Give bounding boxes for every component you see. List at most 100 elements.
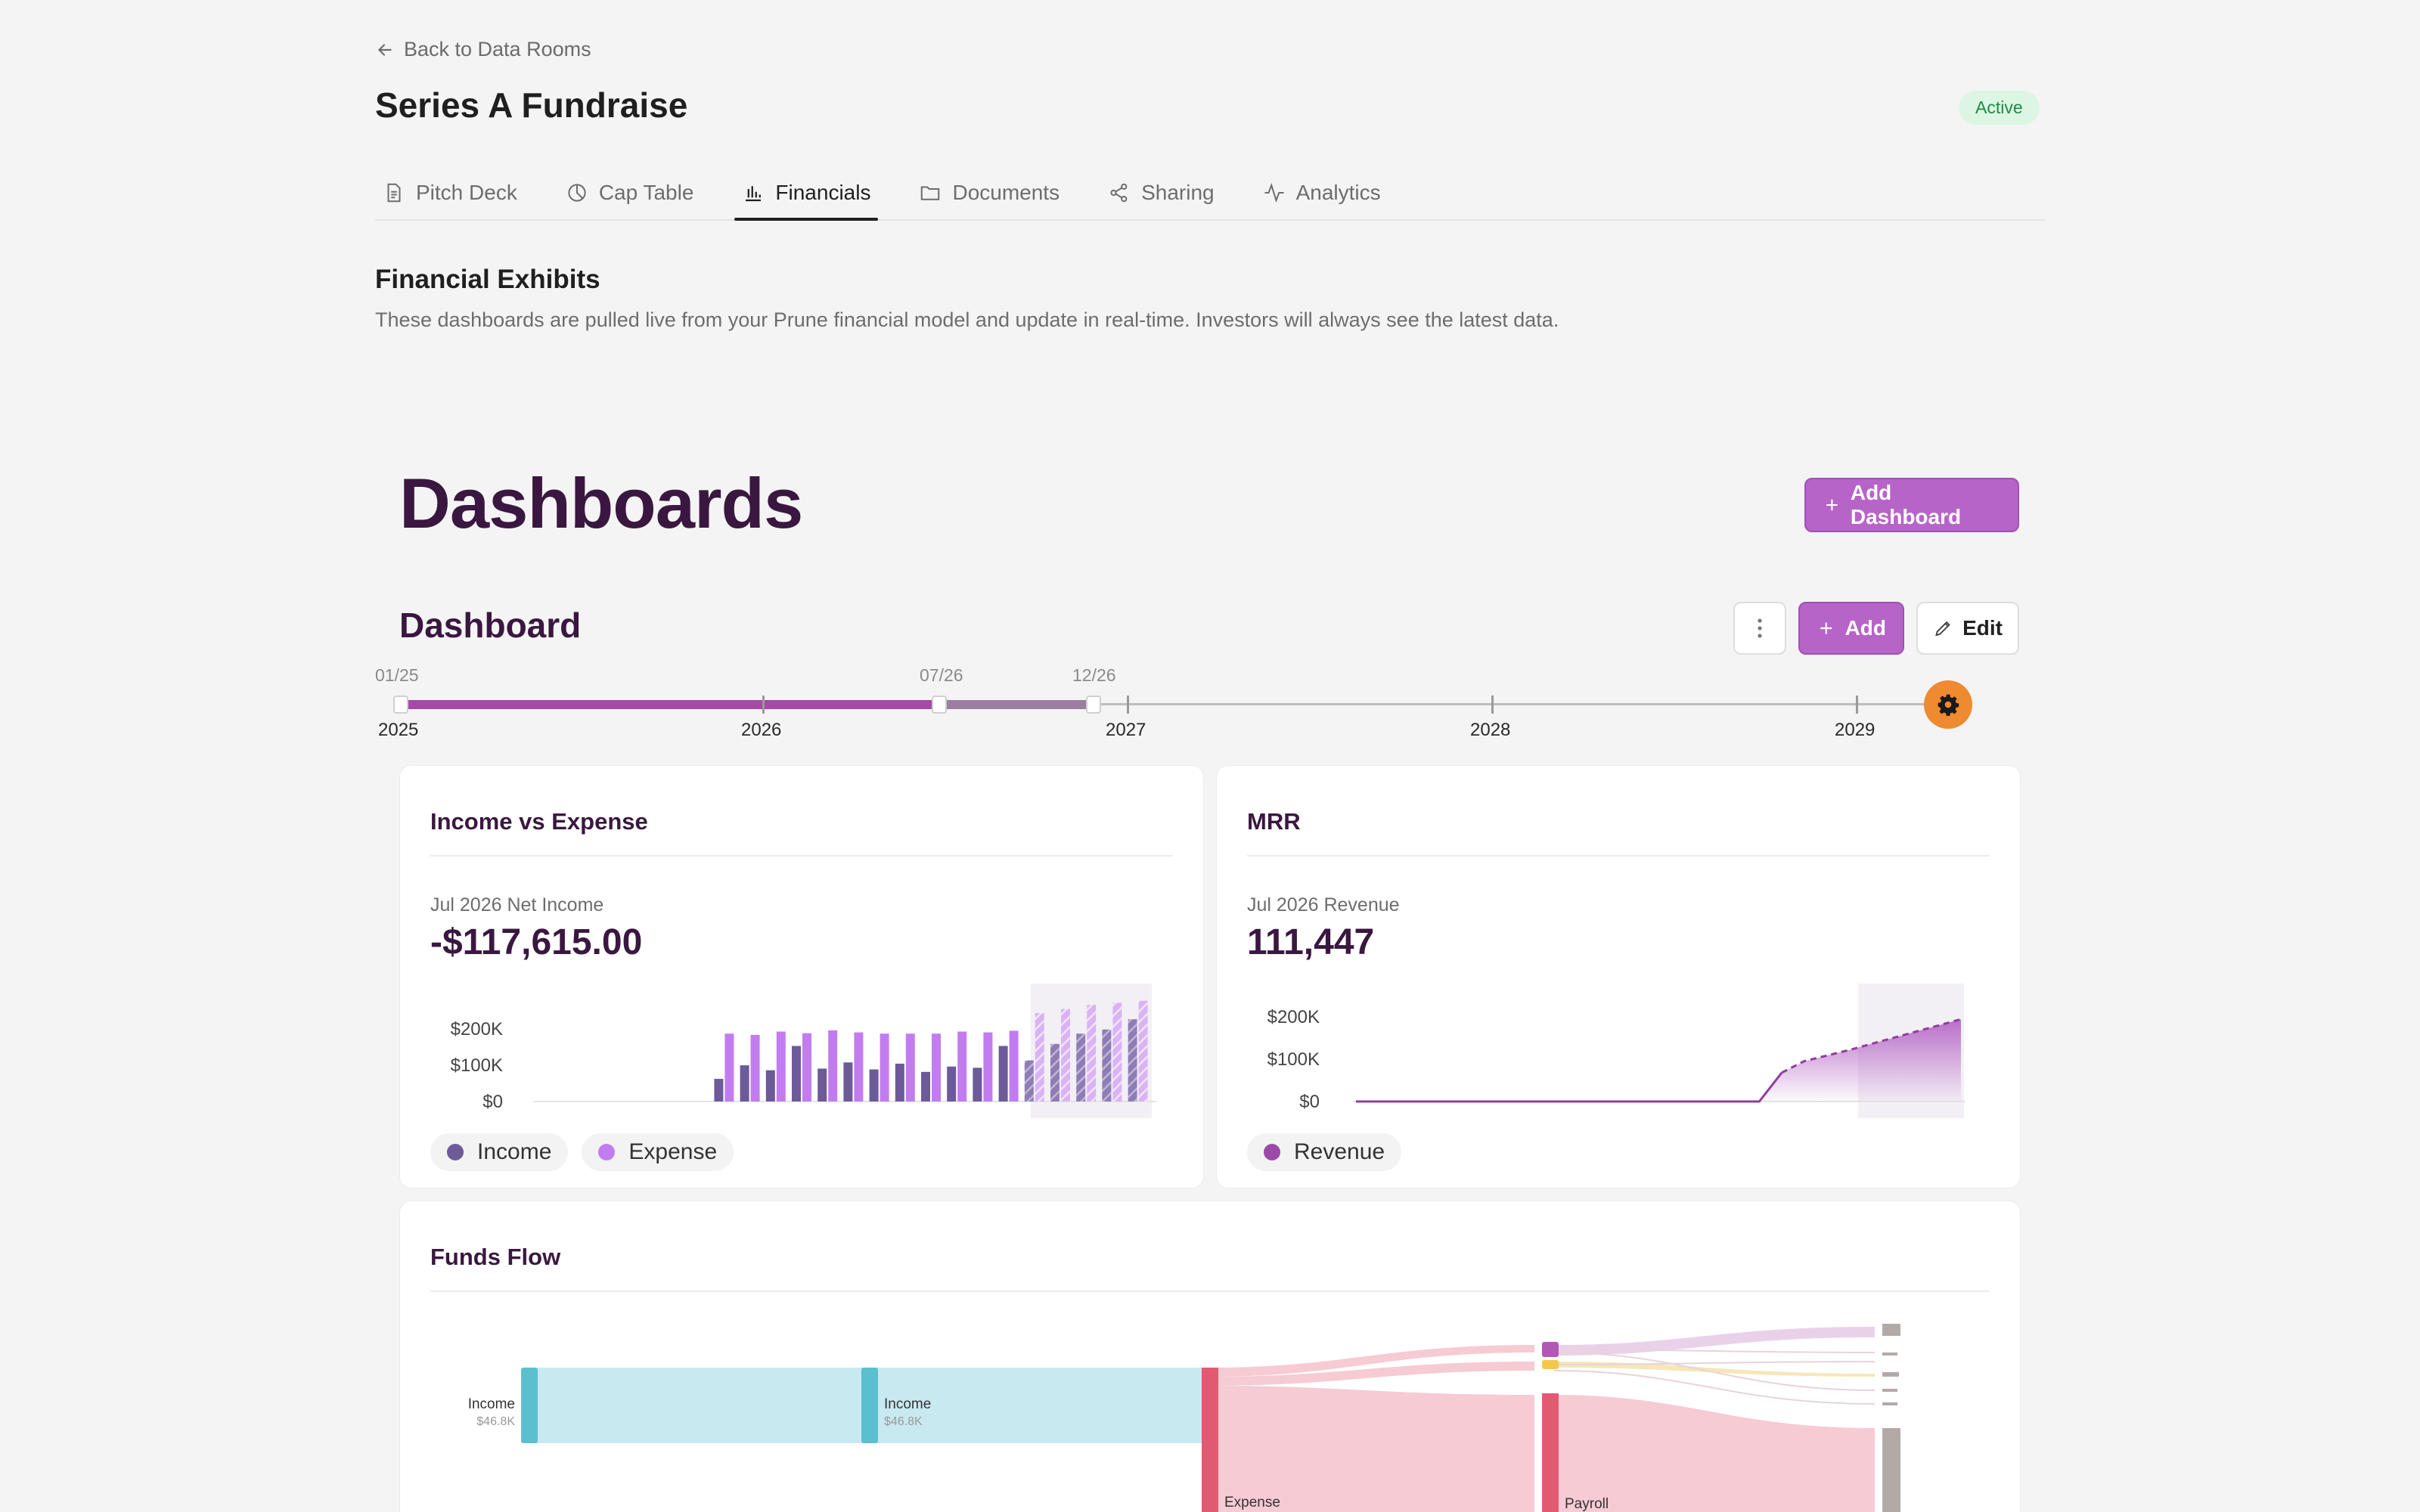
expense-bar[interactable] — [905, 1033, 915, 1101]
expense-bar[interactable] — [957, 1031, 967, 1101]
edit-label: Edit — [1962, 616, 2003, 640]
flow-node[interactable] — [1542, 1360, 1559, 1369]
expense-bar[interactable] — [1061, 1009, 1070, 1101]
timeline-end-handle[interactable] — [1086, 696, 1101, 714]
income-bar[interactable] — [895, 1063, 904, 1101]
expense-bar[interactable] — [932, 1033, 941, 1101]
expense-bar[interactable] — [802, 1033, 811, 1101]
expense-bar[interactable] — [880, 1033, 889, 1101]
divider — [430, 855, 1173, 857]
edit-dashboard-button[interactable]: Edit — [1916, 602, 2019, 655]
bar-chart-icon — [746, 186, 762, 202]
flow-node-expense[interactable] — [1202, 1368, 1218, 1512]
income-bar[interactable] — [1102, 1029, 1112, 1101]
flow-node-income-2[interactable] — [861, 1368, 878, 1443]
timeline-tick — [1127, 696, 1129, 714]
flow-node-payroll[interactable] — [1542, 1393, 1559, 1512]
timeline-actual-range — [405, 700, 939, 709]
expense-bar[interactable] — [983, 1032, 993, 1101]
timeline-track[interactable] — [399, 703, 1950, 705]
metric-value: 111,447 — [1247, 922, 1375, 962]
expense-bar[interactable] — [724, 1033, 734, 1101]
flow-node-label: Income — [468, 1396, 515, 1412]
legend-dot — [1264, 1144, 1280, 1160]
legend-item-revenue[interactable]: Revenue — [1247, 1133, 1402, 1171]
flow-node[interactable] — [1542, 1342, 1559, 1357]
revenue-forecast-line — [1781, 1018, 1962, 1074]
page-title: Series A Fundraise — [375, 85, 688, 125]
legend-item-income[interactable]: Income — [430, 1133, 569, 1171]
add-dashboard-button[interactable]: Add Dashboard — [1804, 478, 2019, 532]
back-to-data-rooms-link[interactable]: Back to Data Rooms — [375, 38, 591, 61]
share-icon — [1110, 183, 1128, 203]
income-bar[interactable] — [818, 1068, 827, 1101]
flow-link — [1553, 1370, 1876, 1405]
pencil-icon — [1935, 621, 1950, 637]
expense-bar[interactable] — [1035, 1013, 1044, 1101]
flow-node — [1882, 1372, 1899, 1377]
income-bar[interactable] — [1076, 1033, 1086, 1101]
tab-label: Documents — [952, 181, 1060, 204]
arrow-left-icon — [378, 43, 392, 56]
income-bar[interactable] — [921, 1071, 930, 1101]
expense-bar[interactable] — [1138, 1000, 1148, 1101]
expense-bar[interactable] — [1112, 1002, 1122, 1101]
date-range-timeline: 01/25 07/26 12/26 2025 2026 2027 2028 20… — [375, 662, 2024, 753]
expense-bar[interactable] — [828, 1030, 838, 1101]
timeline-settings-button[interactable] — [1924, 680, 1972, 729]
income-bar[interactable] — [843, 1062, 853, 1101]
timeline-tick — [762, 696, 765, 714]
income-bar[interactable] — [1128, 1019, 1137, 1101]
income-bar[interactable] — [1024, 1060, 1034, 1101]
tab-pitch-deck[interactable]: Pitch Deck — [375, 166, 525, 219]
revenue-area — [1356, 1019, 1961, 1101]
flow-node-income[interactable] — [521, 1368, 538, 1443]
flow-node — [1882, 1352, 1897, 1356]
timeline-tick — [1856, 696, 1858, 714]
tab-documents[interactable]: Documents — [911, 166, 1067, 219]
tab-label: Financials — [775, 181, 871, 204]
expense-bar[interactable] — [776, 1031, 786, 1101]
income-bar[interactable] — [792, 1046, 801, 1101]
divider — [430, 1290, 1990, 1292]
tab-sharing[interactable]: Sharing — [1100, 166, 1222, 219]
income-bar[interactable] — [1050, 1043, 1060, 1101]
flow-link — [1553, 1361, 1876, 1365]
flow-link — [1553, 1349, 1876, 1353]
timeline-tick — [1491, 696, 1494, 714]
tab-label: Cap Table — [598, 181, 694, 204]
expense-bar[interactable] — [1087, 1005, 1097, 1101]
income-bar[interactable] — [998, 1046, 1008, 1101]
income-bar[interactable] — [973, 1067, 982, 1101]
add-widget-button[interactable]: Add — [1798, 602, 1904, 655]
legend-item-expense[interactable]: Expense — [582, 1133, 734, 1171]
expense-bar[interactable] — [750, 1034, 760, 1101]
income-expense-chart: $200K $100K $0 — [451, 984, 1156, 1118]
tab-cap-table[interactable]: Cap Table — [558, 166, 702, 219]
tab-analytics[interactable]: Analytics — [1255, 166, 1388, 219]
timeline-mid-label: 07/26 — [920, 665, 963, 685]
pie-chart-icon — [568, 184, 586, 202]
expense-bar[interactable] — [1009, 1030, 1019, 1101]
income-bar[interactable] — [765, 1070, 775, 1101]
timeline-year: 2028 — [1470, 720, 1511, 740]
chart-legend: Income Expense — [430, 1133, 734, 1171]
tab-label: Analytics — [1295, 181, 1381, 204]
timeline-start-handle[interactable] — [393, 696, 408, 714]
expense-bar[interactable] — [854, 1032, 864, 1101]
y-tick-label: $0 — [482, 1092, 503, 1112]
more-options-button[interactable] — [1733, 602, 1786, 655]
income-bar[interactable] — [947, 1066, 957, 1101]
card-title: Income vs Expense — [430, 808, 648, 835]
legend-dot — [447, 1144, 464, 1160]
timeline-mid-handle[interactable] — [932, 696, 947, 714]
tab-financials[interactable]: Financials — [734, 166, 879, 221]
back-link-label: Back to Data Rooms — [404, 38, 591, 60]
income-bar[interactable] — [714, 1079, 724, 1101]
plus-icon — [1820, 622, 1832, 634]
mrr-chart: $200K $100K $0 — [1267, 984, 1965, 1118]
income-bar[interactable] — [740, 1065, 749, 1101]
income-bar[interactable] — [869, 1069, 879, 1101]
legend-label: Revenue — [1294, 1139, 1385, 1164]
flow-node-label: Income — [884, 1396, 931, 1412]
